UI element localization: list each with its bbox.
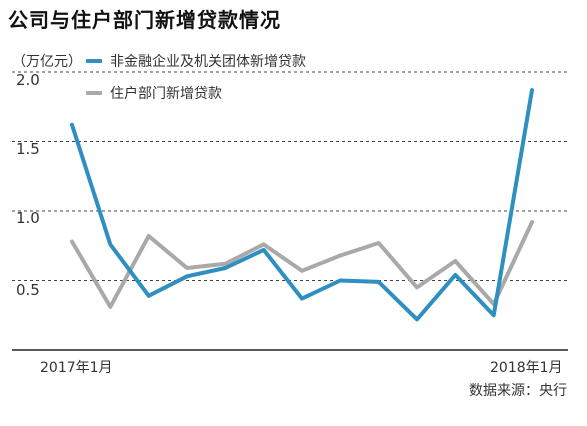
source-note: 数据来源：央行 — [469, 383, 567, 399]
legend-label-enterprise: 非金融企业及机关团体新增贷款 — [110, 54, 306, 70]
legend-swatch-household — [86, 91, 102, 95]
y-tick-label: 0.5 — [16, 281, 40, 299]
series-line-household — [70, 220, 534, 309]
legend-swatch-enterprise — [86, 59, 102, 63]
y-tick-label: 2.0 — [16, 71, 40, 89]
legend-label-household: 住户部门新增贷款 — [110, 86, 222, 102]
chart-title: 公司与住户部门新增贷款情况 — [8, 8, 281, 32]
legend-item-enterprise: 非金融企业及机关团体新增贷款 — [86, 51, 306, 71]
legend-item-household: 住户部门新增贷款 — [86, 83, 222, 103]
y-axis-unit: （万亿元） — [12, 54, 82, 70]
x-tick-label: 2017年1月 — [40, 360, 113, 376]
series-line-enterprise — [70, 88, 534, 322]
y-tick-label: 1.5 — [16, 140, 40, 158]
y-tick-label: 1.0 — [16, 209, 40, 227]
x-tick-label: 2018年1月 — [490, 360, 563, 376]
